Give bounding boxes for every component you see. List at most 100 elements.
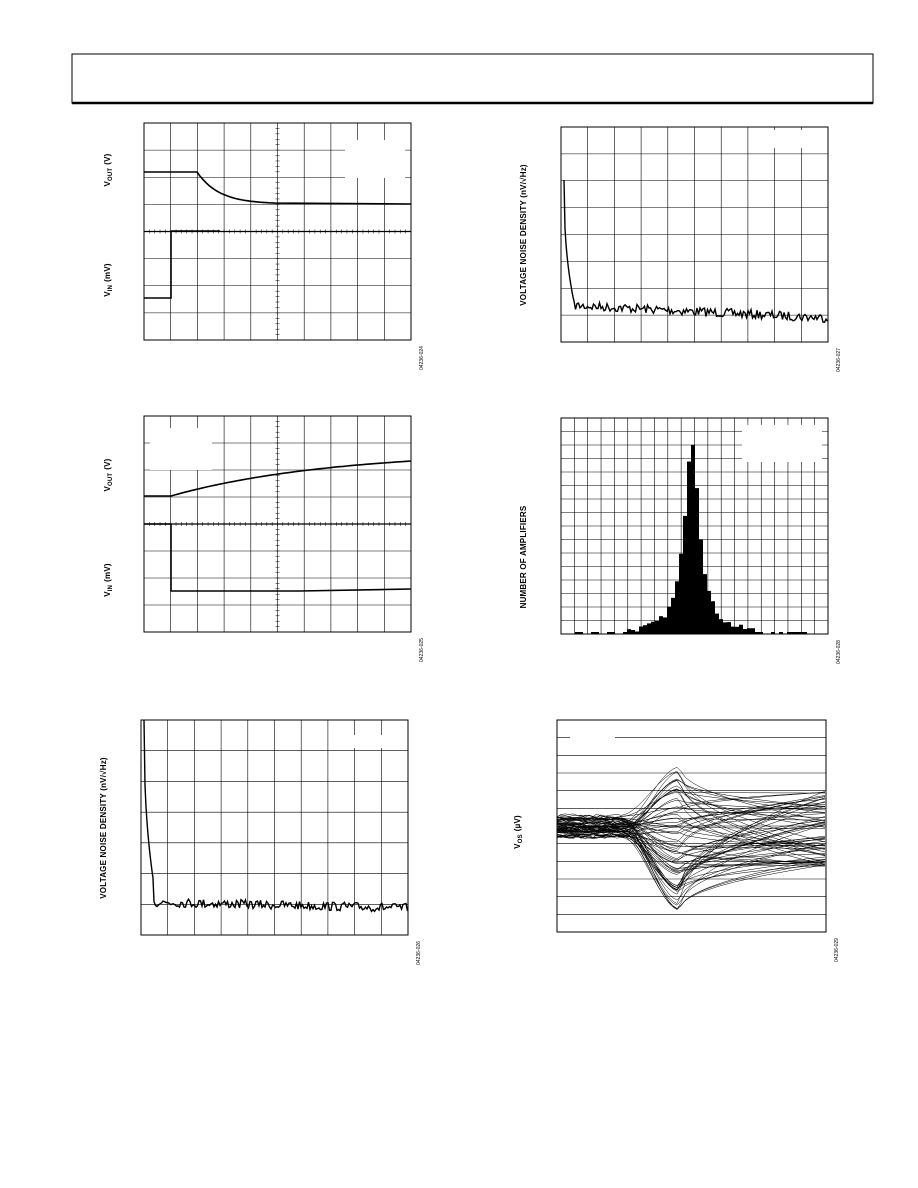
trace — [556, 785, 826, 834]
histogram-bar — [643, 625, 647, 634]
label-sub: IN — [108, 285, 114, 291]
histogram-bar — [731, 626, 735, 634]
y-axis-label: VOLTAGE NOISE DENSITY (nV/√Hz) — [519, 164, 528, 306]
histogram-bar — [591, 632, 595, 634]
histogram-bar — [639, 626, 643, 634]
histogram-bar — [579, 632, 583, 634]
trace — [556, 834, 826, 875]
histogram-bar — [799, 632, 803, 634]
y-axis-label: VOUT (V) — [103, 153, 114, 186]
label-unit: (mV) — [103, 263, 112, 282]
trace — [556, 795, 826, 843]
y-axis-label: VOS (µV) — [513, 815, 524, 849]
figure: VOLTAGE NOISE DENSITY (nV/√Hz) 04236-026 — [99, 719, 422, 965]
histogram-bar — [675, 581, 679, 634]
trace — [556, 790, 826, 857]
histogram-bar — [735, 626, 739, 634]
trace — [556, 806, 826, 827]
histogram-bar — [723, 622, 727, 634]
histogram-bar — [683, 515, 687, 634]
legend-area — [742, 425, 822, 462]
trace — [556, 817, 826, 910]
trace — [556, 792, 825, 819]
figure-code: 04236-029 — [834, 938, 840, 962]
trace — [556, 796, 826, 849]
histogram-bar — [703, 574, 707, 634]
label-main: V — [513, 843, 522, 849]
trace — [556, 780, 826, 853]
figure: VOS (µV) 04236-029 — [513, 719, 840, 962]
histogram-bar — [791, 632, 795, 634]
label-sub: OUT — [108, 473, 114, 486]
histogram-bar — [671, 597, 675, 634]
figure-code: 04236-028 — [836, 640, 842, 664]
header-box — [71, 53, 874, 104]
histogram-bar — [647, 623, 651, 634]
histogram-bar — [659, 616, 663, 634]
histogram-bar — [651, 621, 655, 634]
trace — [556, 824, 825, 847]
histogram-bar — [707, 590, 711, 634]
histogram-bar — [751, 628, 755, 634]
histogram-bar — [627, 629, 631, 634]
trace — [144, 523, 412, 592]
figure: VOUT(V)VIN(mV)04236-024 — [103, 122, 425, 370]
label-unit: (µV) — [513, 815, 522, 831]
histogram-bar — [711, 601, 715, 634]
histogram-bar — [663, 617, 667, 634]
histogram-bar — [679, 553, 683, 634]
histogram-bar — [635, 631, 639, 634]
figure: VOLTAGE NOISE DENSITY (nV/√Hz) 04236-027 — [519, 126, 842, 372]
y-axis-label: NUMBER OF AMPLIFIERS — [519, 505, 528, 608]
histogram-bar — [747, 628, 751, 634]
trace — [556, 802, 826, 835]
trace — [556, 800, 826, 831]
histogram-bar — [803, 632, 807, 634]
figure-code: 04236-027 — [836, 348, 842, 372]
trace — [144, 230, 220, 299]
histogram-bar — [727, 622, 731, 634]
histogram-bar — [699, 539, 703, 634]
histogram-bar — [719, 619, 723, 634]
label-unit: (V) — [103, 458, 112, 469]
legend-area — [770, 130, 822, 148]
trace — [556, 824, 826, 887]
trace — [563, 179, 829, 324]
trace — [556, 826, 826, 861]
figure-code: 04236-026 — [416, 941, 422, 965]
histogram-bar — [667, 606, 671, 634]
y-axis-label: VOUT (V) — [103, 458, 114, 491]
trace — [144, 171, 412, 205]
trace — [556, 792, 826, 818]
trace — [556, 833, 825, 867]
trace — [556, 771, 826, 843]
legend-area — [350, 735, 402, 748]
figure-code: 04236-024 — [419, 346, 425, 370]
label-main: V — [103, 591, 112, 597]
y-axis-label: VOLTAGE NOISE DENSITY (nV/√Hz) — [99, 757, 108, 899]
trace — [556, 817, 826, 859]
trace — [557, 816, 826, 847]
histogram-bar — [743, 629, 747, 634]
figure: NUMBER OF AMPLIFIERS 04236-028 — [519, 417, 842, 664]
y-axis-label: VIN (mV) — [103, 563, 114, 597]
label-unit: (V) — [103, 153, 112, 164]
histogram-bar — [715, 613, 719, 634]
legend-area — [150, 428, 212, 470]
histogram-bar — [771, 632, 775, 634]
histogram-bar — [687, 461, 691, 634]
trace — [556, 833, 826, 909]
histogram-bar — [755, 632, 759, 634]
trace — [556, 821, 826, 869]
label-sub: IN — [108, 585, 114, 591]
trace — [144, 460, 412, 497]
y-axis-label: VIN (mV) — [103, 263, 114, 297]
trace — [556, 824, 826, 891]
histogram-bar — [695, 488, 699, 634]
histogram-bar — [595, 632, 599, 634]
label-main: V — [103, 486, 112, 492]
trace — [556, 779, 826, 831]
legend-area — [345, 140, 405, 178]
